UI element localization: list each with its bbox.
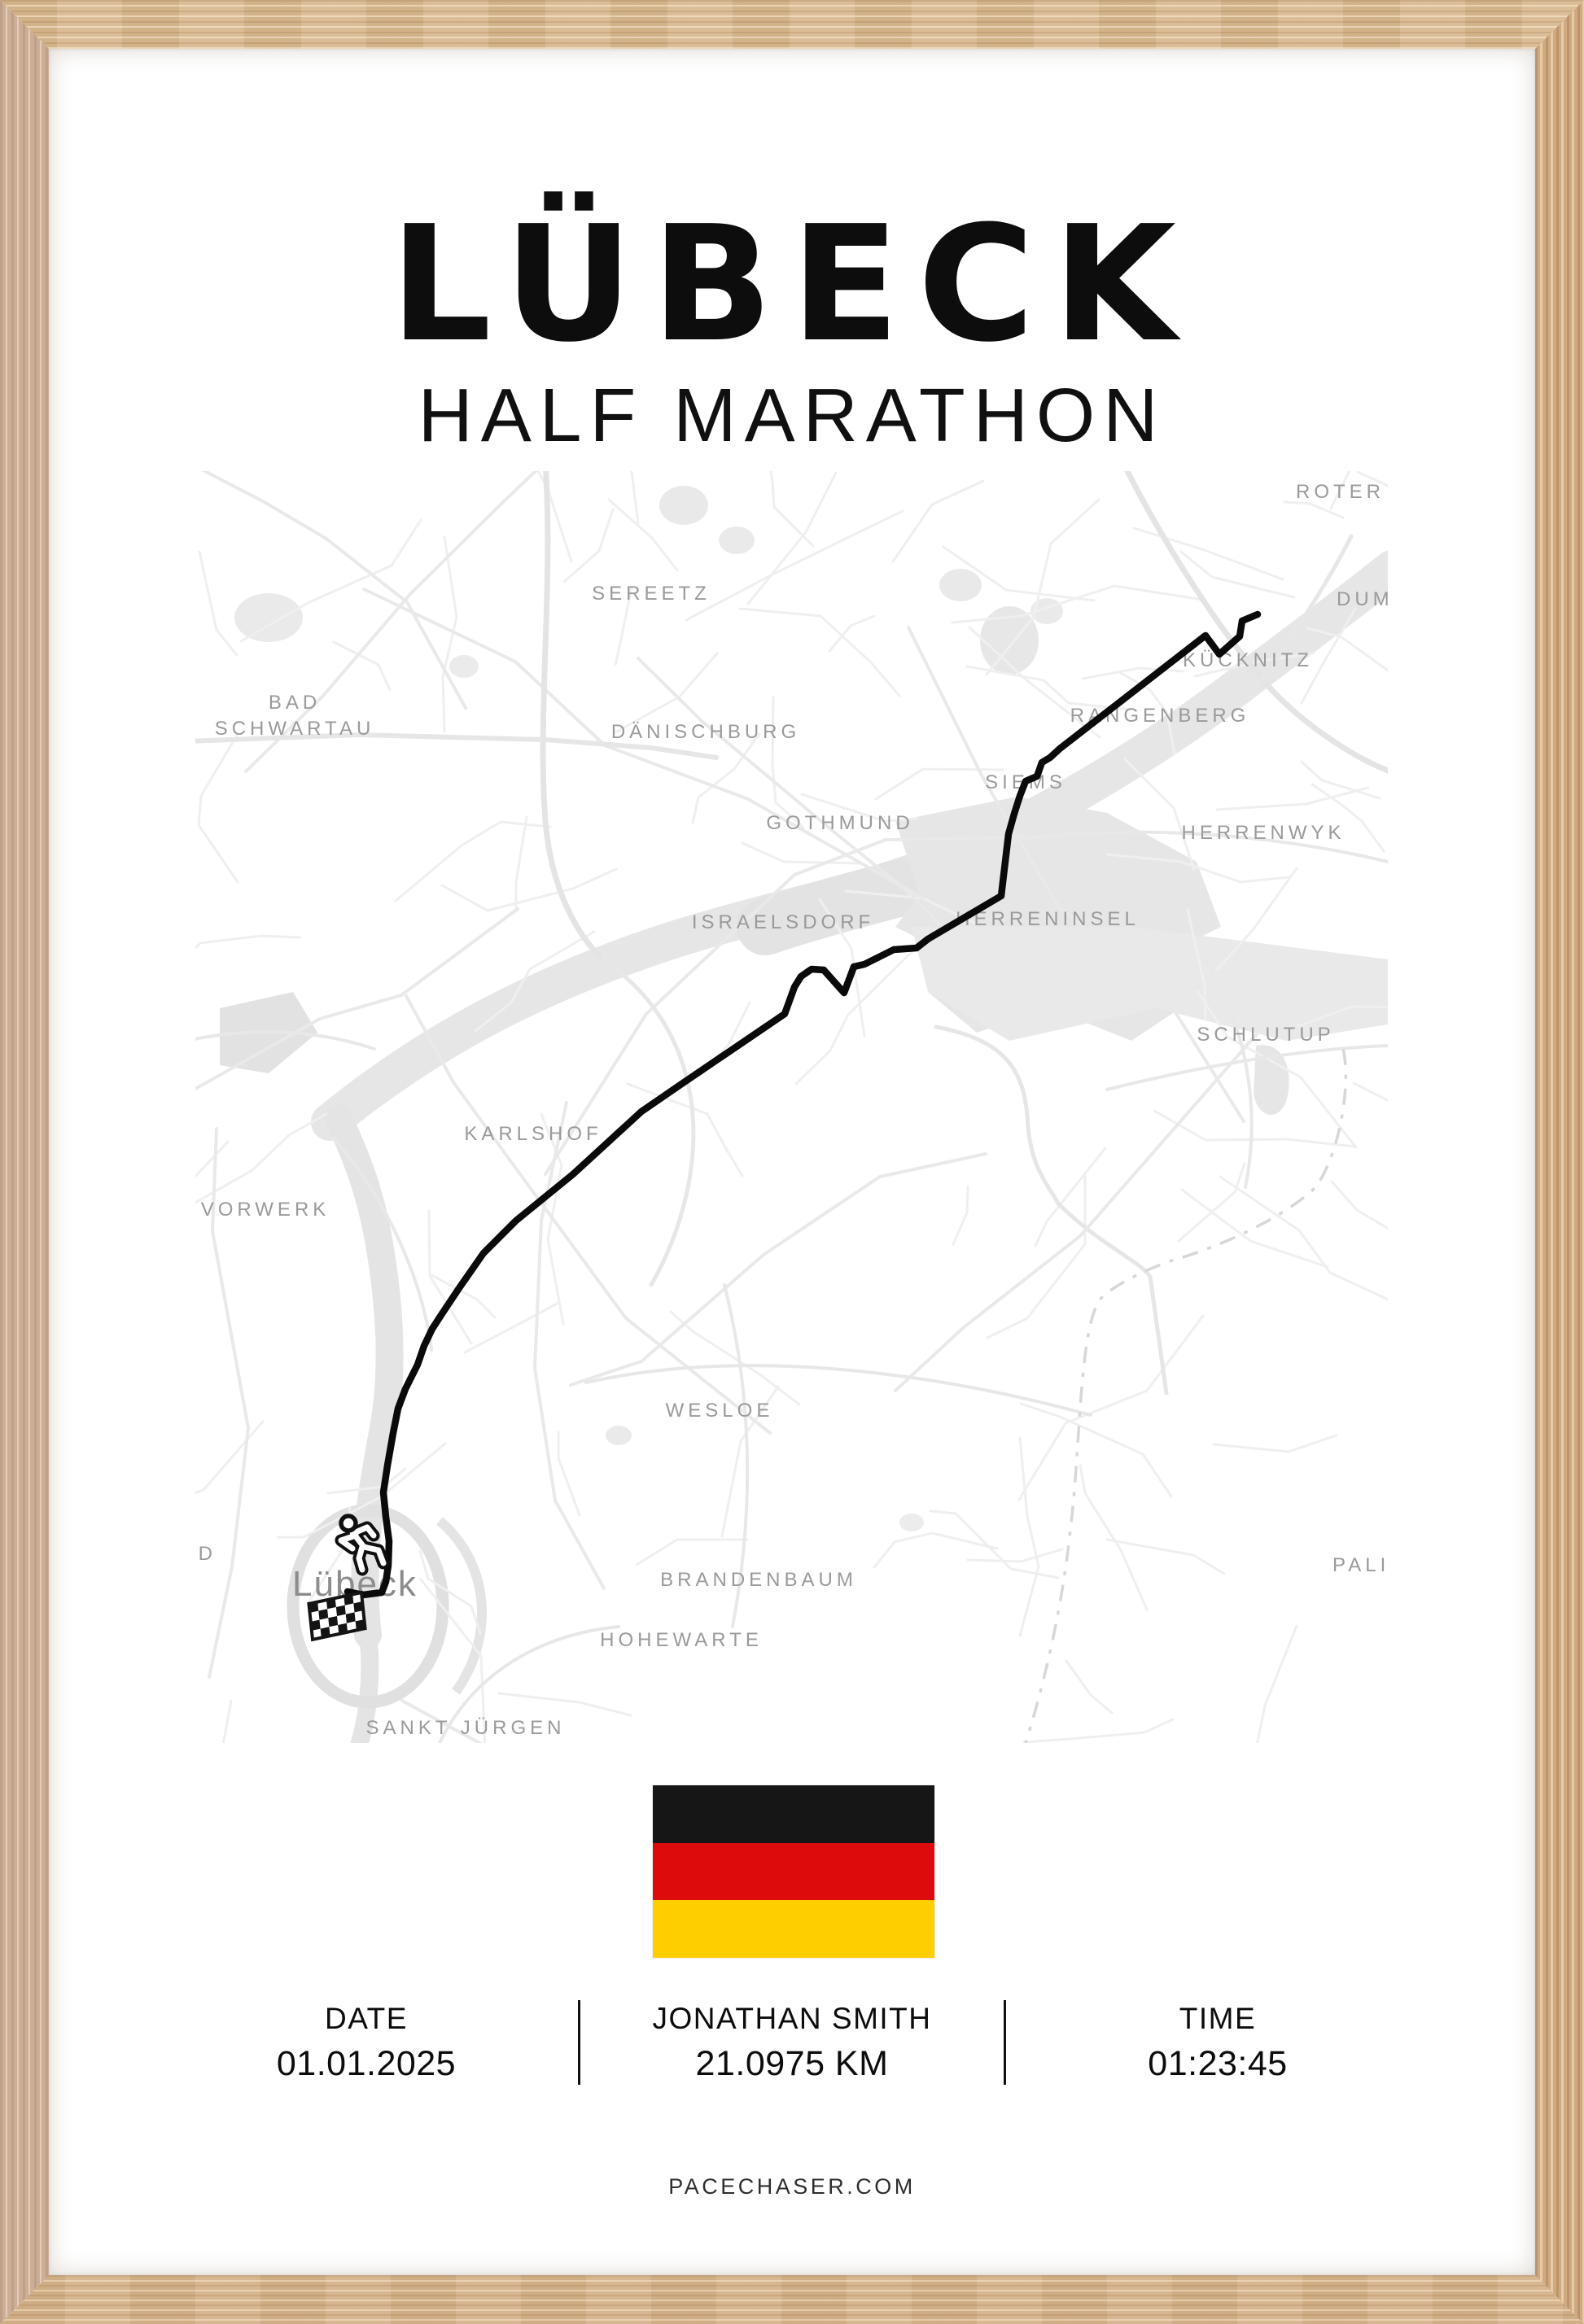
map-label: SEREETZ [592, 583, 711, 605]
runner-icon [335, 1514, 390, 1576]
map-label: ISRAELSDORF [692, 911, 874, 933]
map-label: DUMI [1337, 588, 1388, 610]
map-roads [195, 471, 1388, 1743]
date-value: 01.01.2025 [276, 2044, 457, 2083]
map-label: SCHLUTUP [1197, 1024, 1334, 1046]
map-label: SCHWARTAU [215, 718, 375, 740]
detail-runner: JONATHAN SMITH 21.0975 KM [580, 2003, 1004, 2082]
date-label: DATE [325, 2002, 408, 2035]
german-flag [653, 1785, 934, 1959]
poster-title: LÜBECK [389, 192, 1195, 378]
map-label: BAD [269, 692, 321, 714]
map-label: HOHEWARTE [600, 1629, 763, 1651]
map-label: GOTHMUND [766, 812, 913, 834]
divider [1004, 2000, 1006, 2085]
map-labels: ROTERDUMIKÜCKNITZRANGENBERGSIEMSHERRENWY… [195, 481, 1388, 1739]
detail-date: DATE 01.01.2025 [155, 2003, 578, 2082]
map-label: WESLOE [666, 1400, 774, 1422]
runner-name: JONATHAN SMITH [652, 2002, 932, 2035]
map-label: HERRENINSEL [956, 908, 1140, 930]
poster-subtitle: HALF MARATHON [418, 373, 1166, 457]
map-label: PALIN [1332, 1554, 1388, 1576]
map-label: VORWERK [201, 1199, 330, 1221]
poster: LÜBECK HALF MARATHON [49, 49, 1535, 2275]
flag-band-red [653, 1842, 934, 1901]
map-label: DÄNISCHBURG [611, 721, 800, 743]
flag-band-black [653, 1785, 934, 1843]
map-label: SANKT JÜRGEN [366, 1717, 566, 1739]
map-label: BRANDENBAUM [660, 1569, 857, 1591]
divider [578, 2000, 580, 2085]
detail-time: TIME 01:23:45 [1006, 2003, 1429, 2082]
map-streets [195, 471, 1388, 1743]
map-label: KARLSHOF [464, 1123, 602, 1145]
details-row: DATE 01.01.2025 JONATHAN SMITH 21.0975 K… [155, 2000, 1429, 2085]
map-label: RD [195, 1543, 217, 1565]
wood-frame-left [0, 0, 49, 2324]
map-boundary [1024, 1048, 1348, 1743]
distance-value: 21.0975 KM [695, 2044, 889, 2083]
route-map: ROTERDUMIKÜCKNITZRANGENBERGSIEMSHERRENWY… [195, 471, 1388, 1743]
wood-frame-bottom [0, 2275, 1584, 2324]
map-label: HERRENWYK [1181, 822, 1345, 844]
race-route [343, 610, 1262, 1599]
wood-frame-top [0, 0, 1584, 49]
flag-band-gold [653, 1900, 934, 1959]
brand-footer: PACECHASER.COM [668, 2174, 916, 2199]
time-label: TIME [1179, 2002, 1257, 2035]
map-water [220, 486, 1388, 1743]
finish-flag-icon [307, 1590, 367, 1642]
map-label: KÜCKNITZ [1183, 649, 1313, 671]
time-value: 01:23:45 [1148, 2044, 1288, 2083]
wood-frame-right [1535, 0, 1584, 2324]
map-label: ROTER [1296, 481, 1385, 503]
